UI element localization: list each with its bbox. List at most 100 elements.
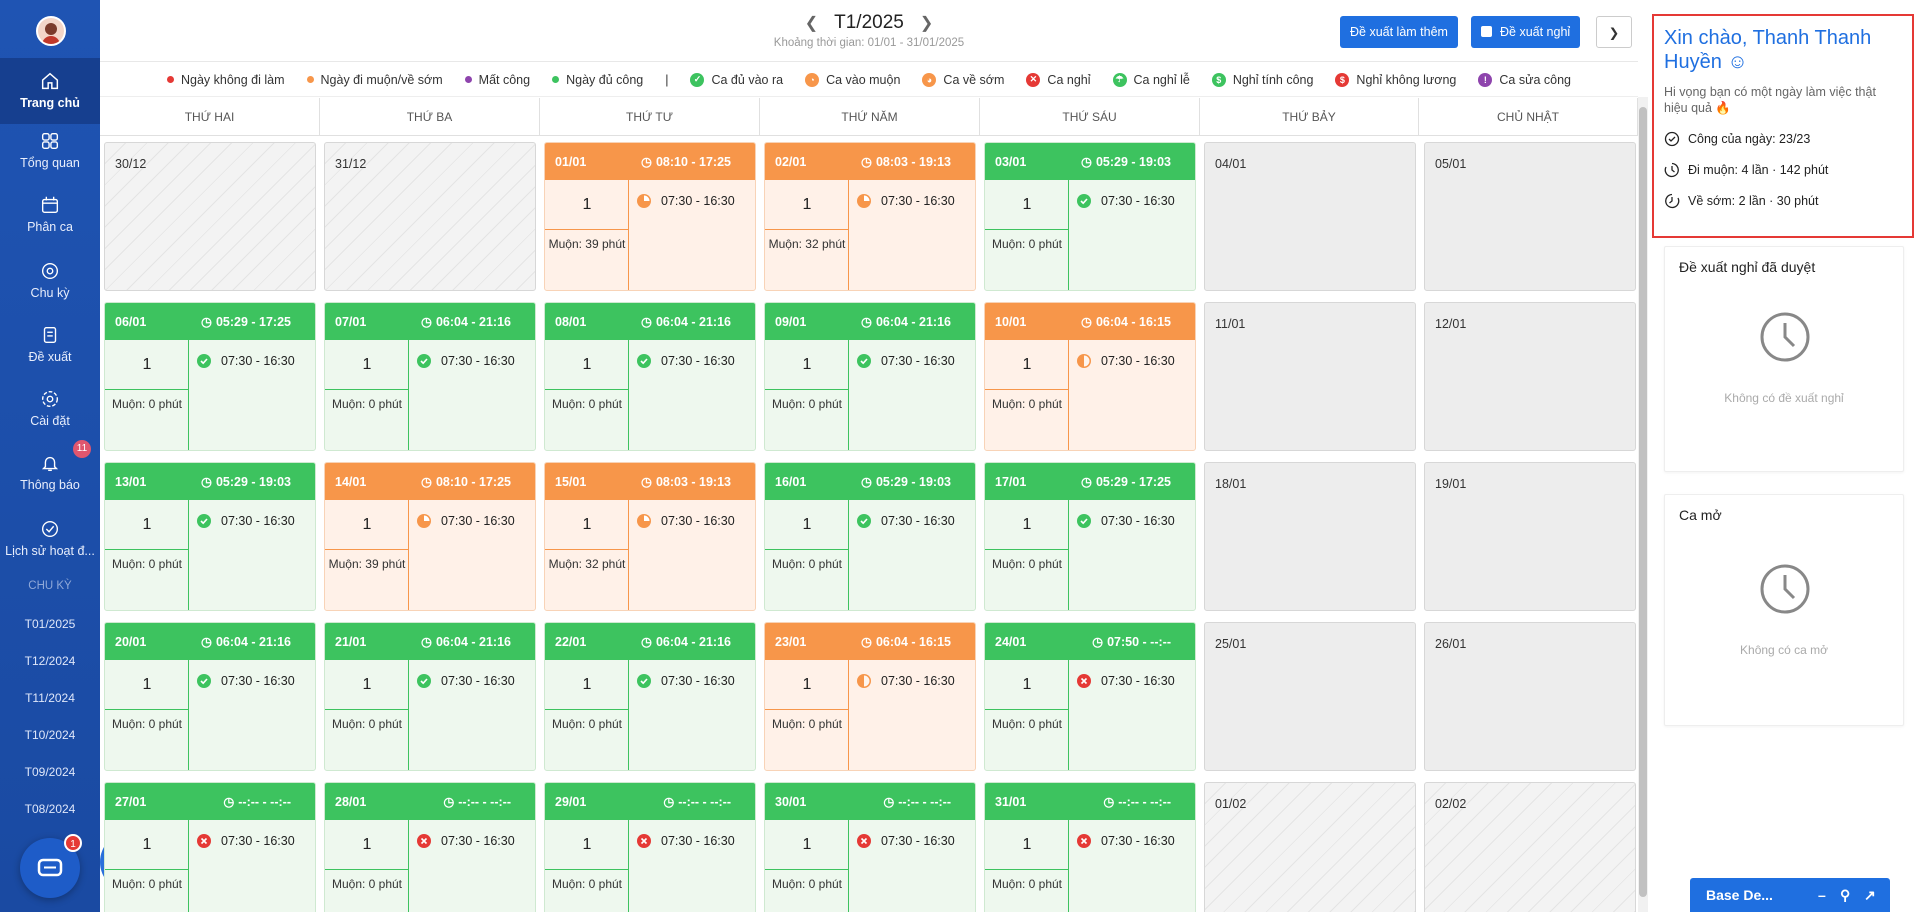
shift-item[interactable]: 07:30 - 16:30 — [637, 834, 735, 848]
day-cell[interactable]: 21/01 ◷ 06:04 - 21:16 1 Muộn: 0 phút 07:3… — [324, 622, 536, 771]
day-cell[interactable]: 28/01 ◷ --:-- - --:-- 1 Muộn: 0 phút 07:3… — [324, 782, 536, 912]
day-cell[interactable]: 14/01 ◷ 08:10 - 17:25 1 Muộn: 39 phút 07:… — [324, 462, 536, 611]
day-cell[interactable]: 25/01 — [1204, 622, 1416, 771]
minimize-icon[interactable]: – — [1818, 887, 1826, 903]
day-cell[interactable]: 30/01 ◷ --:-- - --:-- 1 Muộn: 0 phút 07:3… — [764, 782, 976, 912]
scrollbar-thumb[interactable] — [1639, 107, 1647, 897]
day-cell[interactable]: 20/01 ◷ 06:04 - 21:16 1 Muộn: 0 phút 07:3… — [104, 622, 316, 771]
shift-item[interactable]: 07:30 - 16:30 — [1077, 194, 1175, 208]
expand-chevron-icon[interactable]: ❯ — [1596, 16, 1632, 48]
day-cell[interactable]: 31/01 ◷ --:-- - --:-- 1 Muộn: 0 phút 07:3… — [984, 782, 1196, 912]
shift-item[interactable]: 07:30 - 16:30 — [417, 674, 515, 688]
day-summary: 1 Muộn: 0 phút — [325, 660, 409, 770]
shift-item[interactable]: 07:30 - 16:30 — [637, 514, 735, 528]
day-cell[interactable]: 24/01 ◷ 07:50 - --:-- 1 Muộn: 0 phút 07:3… — [984, 622, 1196, 771]
day-cell[interactable]: 23/01 ◷ 06:04 - 16:15 1 Muộn: 0 phút 07:3… — [764, 622, 976, 771]
shift-item[interactable]: 07:30 - 16:30 — [857, 354, 955, 368]
shift-item[interactable]: 07:30 - 16:30 — [1077, 834, 1175, 848]
shift-item[interactable]: 07:30 - 16:30 — [637, 194, 735, 208]
day-cell[interactable]: 31/12 — [324, 142, 536, 291]
day-cell[interactable]: 09/01 ◷ 06:04 - 21:16 1 Muộn: 0 phút 07:3… — [764, 302, 976, 451]
shift-item[interactable]: 07:30 - 16:30 — [197, 514, 295, 528]
sidebar-item-label: Cài đặt — [30, 414, 70, 428]
legend-label: Ngày không đi làm — [181, 72, 285, 87]
base-desk-widget[interactable]: Base De... – ⚲ ↗ — [1690, 878, 1890, 912]
shift-item[interactable]: 07:30 - 16:30 — [1077, 674, 1175, 688]
chat-button[interactable]: 1 — [20, 834, 82, 898]
sidebar-item-3[interactable]: Chu kỳ — [0, 254, 100, 310]
period-item[interactable]: T08/2024 — [24, 802, 76, 816]
sidebar-item-1[interactable]: Tổng quan — [0, 124, 100, 180]
day-cell[interactable]: 08/01 ◷ 06:04 - 21:16 1 Muộn: 0 phút 07:3… — [544, 302, 756, 451]
period-item[interactable]: T11/2024 — [25, 691, 75, 705]
day-date: 26/01 — [1435, 637, 1467, 651]
sidebar-item-6[interactable]: Thông báo 11 — [0, 440, 100, 502]
shift-item[interactable]: 07:30 - 16:30 — [417, 834, 515, 848]
day-cell[interactable]: 27/01 ◷ --:-- - --:-- 1 Muộn: 0 phút 07:3… — [104, 782, 316, 912]
sidebar-item-5[interactable]: Cài đặt — [0, 382, 100, 438]
propose-leave-button[interactable]: Đề xuất nghỉ — [1471, 16, 1581, 48]
shift-item[interactable]: 07:30 - 16:30 — [197, 834, 295, 848]
next-month-chevron-icon[interactable]: ❯ — [919, 15, 934, 32]
period-item[interactable]: T10/2024 — [24, 728, 76, 742]
day-cell[interactable]: 01/02 — [1204, 782, 1416, 912]
period-item[interactable]: T12/2024 — [24, 654, 76, 668]
period-item[interactable]: T01/2025 — [24, 617, 76, 631]
propose-overtime-button[interactable]: Đề xuất làm thêm — [1340, 16, 1458, 48]
shift-item[interactable]: 07:30 - 16:30 — [637, 354, 735, 368]
day-cell[interactable]: 26/01 — [1424, 622, 1636, 771]
day-cell[interactable]: 15/01 ◷ 08:03 - 19:13 1 Muộn: 32 phút 07:… — [544, 462, 756, 611]
shift-item[interactable]: 07:30 - 16:30 — [857, 194, 955, 208]
day-cell[interactable]: 11/01 — [1204, 302, 1416, 451]
checkin-time: 06:04 - 16:15 — [1095, 314, 1171, 329]
shift-item[interactable]: 07:30 - 16:30 — [857, 514, 955, 528]
shift-item[interactable]: 07:30 - 16:30 — [417, 354, 515, 368]
external-link-icon[interactable]: ↗ — [1864, 887, 1876, 903]
shift-item[interactable]: 07:30 - 16:30 — [1077, 514, 1175, 528]
sidebar-item-4[interactable]: Đề xuất — [0, 318, 100, 374]
work-count: 1 — [325, 500, 409, 550]
day-cell[interactable]: 05/01 — [1424, 142, 1636, 291]
day-cell[interactable]: 18/01 — [1204, 462, 1416, 611]
user-avatar[interactable] — [36, 16, 66, 46]
day-cell[interactable]: 07/01 ◷ 06:04 - 21:16 1 Muộn: 0 phút 07:3… — [324, 302, 536, 451]
work-count: 1 — [325, 820, 409, 870]
day-cell[interactable]: 04/01 — [1204, 142, 1416, 291]
calendar-scrollbar[interactable] — [1638, 97, 1648, 912]
day-cell[interactable]: 03/01 ◷ 05:29 - 19:03 1 Muộn: 0 phút 07:3… — [984, 142, 1196, 291]
shift-item[interactable]: 07:30 - 16:30 — [1077, 354, 1175, 368]
shift-item[interactable]: 07:30 - 16:30 — [857, 674, 955, 688]
sidebar-item-7[interactable]: Lịch sử hoạt đ... — [0, 512, 100, 568]
shift-item[interactable]: 07:30 - 16:30 — [637, 674, 735, 688]
day-cell[interactable]: 19/01 — [1424, 462, 1636, 611]
day-cell[interactable]: 10/01 ◷ 06:04 - 16:15 1 Muộn: 0 phút 07:3… — [984, 302, 1196, 451]
shift-item[interactable]: 07:30 - 16:30 — [857, 834, 955, 848]
clock-icon: ◷ — [663, 795, 675, 809]
checkin-time: 06:04 - 21:16 — [215, 634, 291, 649]
day-header: 15/01 ◷ 08:03 - 19:13 — [545, 463, 755, 500]
shift-item[interactable]: 07:30 - 16:30 — [197, 674, 295, 688]
work-count: 1 — [765, 660, 849, 710]
period-item[interactable]: T09/2024 — [24, 765, 76, 779]
day-cell[interactable]: 16/01 ◷ 05:29 - 19:03 1 Muộn: 0 phút 07:3… — [764, 462, 976, 611]
day-cell[interactable]: 02/02 — [1424, 782, 1636, 912]
day-cell[interactable]: 30/12 — [104, 142, 316, 291]
day-summary: 1 Muộn: 0 phút — [985, 340, 1069, 450]
shift-item[interactable]: 07:30 - 16:30 — [197, 354, 295, 368]
day-cell[interactable]: 12/01 — [1424, 302, 1636, 451]
day-cell[interactable]: 17/01 ◷ 05:29 - 17:25 1 Muộn: 0 phút 07:3… — [984, 462, 1196, 611]
day-cell[interactable]: 02/01 ◷ 08:03 - 19:13 1 Muộn: 32 phút 07:… — [764, 142, 976, 291]
day-cell[interactable]: 13/01 ◷ 05:29 - 19:03 1 Muộn: 0 phút 07:3… — [104, 462, 316, 611]
sidebar-item-0[interactable]: Trang chủ — [0, 58, 100, 124]
search-icon[interactable]: ⚲ — [1840, 887, 1851, 903]
shift-time: 07:30 - 16:30 — [1101, 514, 1175, 528]
chat-badge: 1 — [64, 834, 82, 852]
day-cell[interactable]: 22/01 ◷ 06:04 - 21:16 1 Muộn: 0 phút 07:3… — [544, 622, 756, 771]
day-cell[interactable]: 01/01 ◷ 08:10 - 17:25 1 Muộn: 39 phút 07:… — [544, 142, 756, 291]
prev-month-chevron-icon[interactable]: ❮ — [804, 15, 819, 32]
sidebar-item-2[interactable]: Phân ca — [0, 188, 100, 244]
day-cell[interactable]: 29/01 ◷ --:-- - --:-- 1 Muộn: 0 phút 07:3… — [544, 782, 756, 912]
day-date: 12/01 — [1435, 317, 1467, 331]
shift-item[interactable]: 07:30 - 16:30 — [417, 514, 515, 528]
day-cell[interactable]: 06/01 ◷ 05:29 - 17:25 1 Muộn: 0 phút 07:3… — [104, 302, 316, 451]
